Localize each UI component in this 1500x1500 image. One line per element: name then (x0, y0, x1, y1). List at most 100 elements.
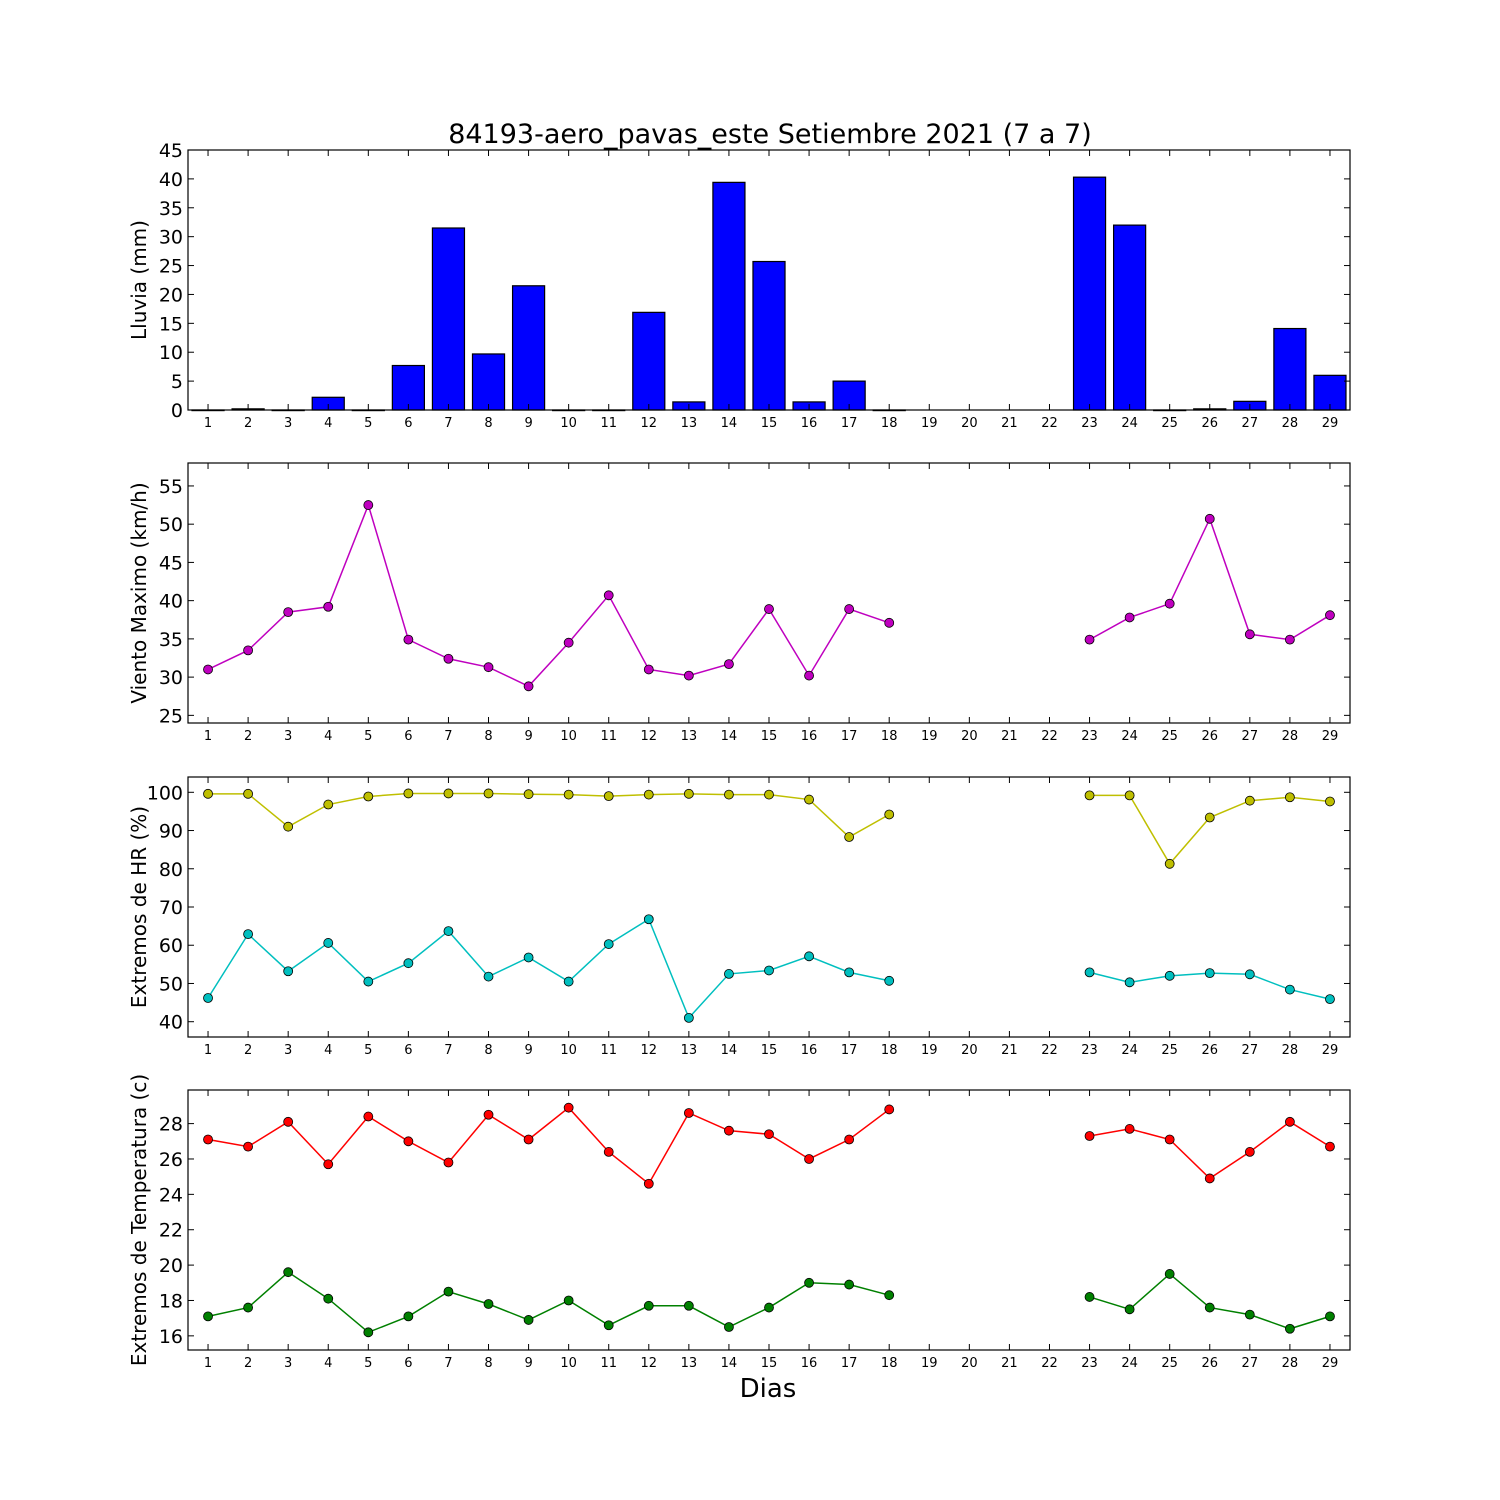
x-tick-label: 8 (484, 1043, 492, 1058)
data-point-day-9 (523, 681, 534, 692)
x-tick-label: 20 (961, 1356, 978, 1371)
data-point-day-23 (1084, 1131, 1095, 1141)
x-tick-label: 1 (204, 416, 212, 431)
data-point-day-1 (203, 1311, 213, 1322)
data-point-day-8 (483, 788, 494, 799)
data-point-day-4 (323, 601, 334, 612)
y-tick-label: 5 (171, 371, 183, 393)
x-tick-label: 3 (284, 1043, 292, 1058)
x-tick-label: 10 (560, 1356, 577, 1371)
x-tick-label: 18 (881, 1356, 898, 1371)
x-tick-label: 15 (761, 1043, 778, 1058)
data-point-day-17 (844, 604, 855, 614)
data-point-day-25 (1164, 970, 1175, 981)
data-point-day-15 (764, 965, 774, 976)
x-tick-label: 11 (600, 729, 617, 744)
series-line-segment-1 (207, 1106, 890, 1185)
data-point-day-2 (243, 788, 254, 799)
x-tick-label: 29 (1322, 1043, 1339, 1058)
bar-day-12 (632, 311, 666, 411)
data-point-day-5 (363, 1327, 374, 1338)
x-tick-label: 16 (801, 416, 818, 431)
x-tick-label: 21 (1001, 729, 1018, 744)
x-tick-label: 23 (1081, 1043, 1098, 1058)
x-tick-label: 1 (204, 729, 212, 744)
data-point-day-14 (724, 659, 734, 670)
data-point-day-28 (1284, 1323, 1295, 1334)
data-point-day-7 (443, 653, 454, 664)
data-point-day-8 (483, 1299, 494, 1309)
data-point-day-13 (683, 788, 694, 799)
x-tick-label: 18 (881, 729, 898, 744)
data-point-day-1 (203, 993, 213, 1003)
data-point-day-2 (243, 1141, 254, 1152)
x-tick-label: 7 (444, 416, 452, 431)
x-tick-label: 5 (364, 416, 372, 431)
y-tick-label: 80 (159, 859, 183, 881)
data-point-day-12 (643, 664, 654, 675)
data-point-day-6 (403, 1136, 414, 1147)
data-point-day-25 (1164, 858, 1175, 869)
x-tick-label: 4 (324, 416, 332, 431)
data-point-day-4 (323, 1159, 334, 1170)
x-tick-label: 27 (1242, 1356, 1259, 1371)
humidity-panel-series-1 (203, 788, 1335, 869)
y-tick-label: 28 (159, 1114, 183, 1136)
x-tick-label: 22 (1041, 1043, 1058, 1058)
x-tick-label: 15 (761, 416, 778, 431)
chart-title: 84193-aero_pavas_este Setiembre 2021 (7 … (448, 119, 1092, 150)
x-tick-label: 13 (681, 1356, 698, 1371)
data-point-day-27 (1244, 1147, 1255, 1157)
data-point-day-23 (1084, 967, 1095, 978)
data-point-day-11 (603, 590, 614, 601)
data-point-day-28 (1284, 1116, 1295, 1127)
data-point-day-29 (1325, 1311, 1335, 1322)
series-line-segment-1 (207, 502, 890, 688)
x-tick-label: 18 (881, 416, 898, 431)
data-point-day-6 (403, 788, 414, 799)
y-tick-label: 40 (159, 591, 183, 613)
data-point-day-11 (603, 939, 614, 949)
data-point-day-8 (483, 662, 494, 673)
data-point-day-10 (563, 976, 574, 987)
data-point-day-15 (764, 1129, 774, 1140)
data-point-day-13 (683, 1012, 694, 1023)
x-tick-label: 9 (524, 1356, 532, 1371)
x-tick-label: 28 (1282, 1356, 1299, 1371)
data-point-day-29 (1325, 610, 1335, 621)
x-tick-label: 10 (560, 416, 577, 431)
data-point-day-25 (1164, 1134, 1175, 1145)
y-tick-label: 24 (159, 1184, 183, 1206)
data-point-day-8 (483, 971, 494, 982)
x-tick-label: 11 (600, 1356, 617, 1371)
y-tick-label: 50 (159, 514, 183, 536)
data-point-day-16 (804, 1154, 814, 1164)
data-point-day-8 (483, 1109, 494, 1120)
data-point-day-27 (1244, 795, 1255, 806)
x-tick-label: 25 (1161, 729, 1178, 744)
x-tick-label: 19 (921, 1043, 938, 1058)
x-tick-label: 21 (1001, 416, 1018, 431)
data-point-day-13 (683, 1300, 694, 1311)
data-point-day-6 (403, 634, 414, 645)
y-tick-label: 0 (171, 400, 183, 422)
y-tick-label: 26 (159, 1149, 183, 1171)
x-tick-label: 12 (641, 1356, 658, 1371)
data-point-day-28 (1284, 984, 1295, 995)
data-point-day-7 (443, 926, 454, 936)
data-point-day-17 (844, 1134, 855, 1145)
x-tick-label: 24 (1121, 1356, 1138, 1371)
x-tick-label: 18 (881, 1043, 898, 1058)
data-point-day-12 (643, 914, 654, 925)
data-point-day-3 (283, 821, 294, 832)
bar-day-6 (391, 364, 426, 411)
x-tick-label: 15 (761, 1356, 778, 1371)
y-tick-label: 35 (159, 629, 183, 651)
x-tick-label: 26 (1201, 729, 1218, 744)
data-point-day-18 (884, 617, 895, 628)
data-point-day-1 (203, 1134, 213, 1145)
data-point-day-7 (443, 1157, 454, 1168)
x-tick-label: 2 (244, 1043, 252, 1058)
x-tick-label: 20 (961, 729, 978, 744)
data-point-day-15 (764, 604, 774, 614)
